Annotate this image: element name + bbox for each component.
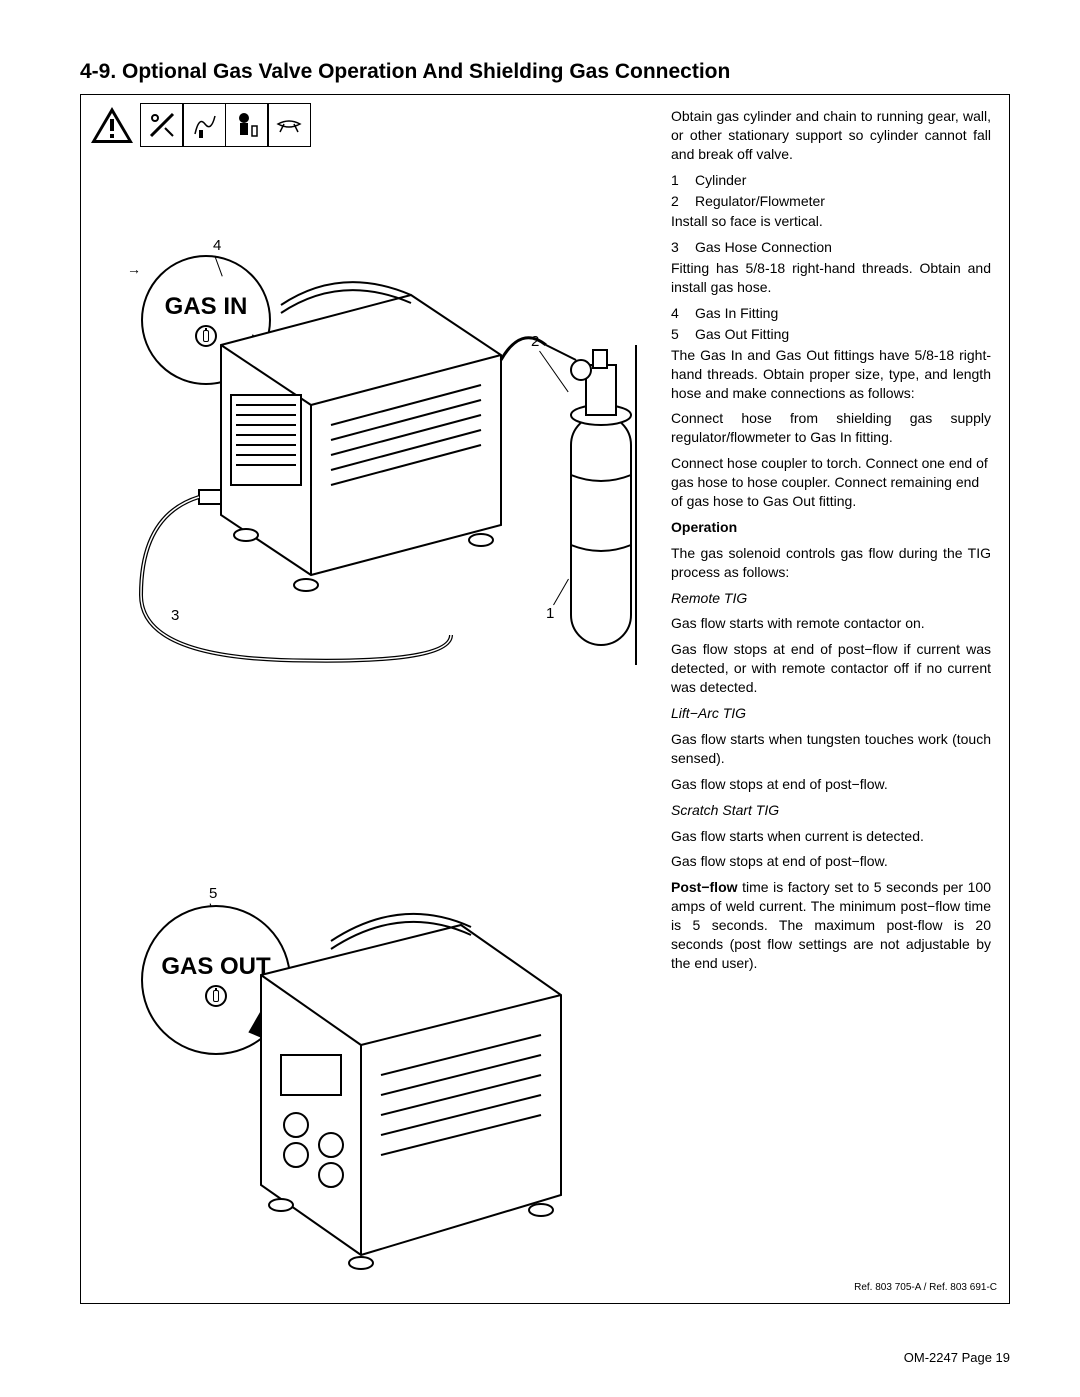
lift-1: Gas flow starts when tungsten touches wo…: [671, 730, 991, 768]
bottom-assembly-drawing: [81, 855, 661, 1285]
operation-heading: Operation: [671, 518, 991, 537]
gas-in-pointer: [236, 334, 316, 400]
scratch-2: Gas flow stops at end of post−flow.: [671, 852, 991, 871]
warning-triangle-icon: [89, 105, 135, 145]
postflow-text: Post−flow time is factory set to 5 secon…: [671, 878, 991, 972]
top-assembly-drawing: [81, 95, 661, 795]
remote-2: Gas flow stops at end of post−flow if cu…: [671, 640, 991, 697]
label-1: 1: [546, 605, 554, 622]
fitting-text: Fitting has 5/8-18 right-hand threads. O…: [671, 259, 991, 297]
label-2: 2: [531, 333, 539, 350]
hazard-icon-2: [182, 103, 226, 147]
gas-in-out-text: The Gas In and Gas Out fittings have 5/8…: [671, 346, 991, 403]
install-note: Install so face is vertical.: [671, 212, 991, 231]
remote-tig-heading: Remote TIG: [671, 589, 991, 608]
instruction-text-column: Obtain gas cylinder and chain to running…: [671, 107, 991, 980]
hazard-icon-3: [225, 103, 269, 147]
diagram-area: GAS IN → 4 2 1 3 5: [81, 95, 661, 1303]
page-footer: OM-2247 Page 19: [904, 1350, 1010, 1365]
label-3: 3: [171, 607, 179, 624]
reference-number: Ref. 803 705-A / Ref. 803 691-C: [854, 1282, 997, 1293]
gas-in-label: GAS IN: [165, 293, 248, 321]
scratch-heading: Scratch Start TIG: [671, 801, 991, 820]
scratch-1: Gas flow starts when current is detected…: [671, 827, 991, 846]
remote-1: Gas flow starts with remote contactor on…: [671, 614, 991, 633]
legend-item-5: 5Gas Out Fitting: [671, 325, 991, 344]
intro-text: Obtain gas cylinder and chain to running…: [671, 107, 991, 164]
legend-item-2: 2Regulator/Flowmeter: [671, 192, 991, 211]
legend-item-4: 4Gas In Fitting: [671, 304, 991, 323]
hazard-icon-1: [140, 103, 184, 147]
page-title: 4-9. Optional Gas Valve Operation And Sh…: [80, 60, 1010, 84]
connect-1: Connect hose from shielding gas supply r…: [671, 409, 991, 447]
warning-icon-row: [89, 103, 311, 147]
hazard-icon-4: [267, 103, 311, 147]
lift-arc-heading: Lift−Arc TIG: [671, 704, 991, 723]
content-frame: GAS IN → 4 2 1 3 5: [80, 94, 1010, 1304]
label-4: 4: [213, 237, 221, 254]
cylinder-icon: →: [195, 325, 217, 347]
operation-body: The gas solenoid controls gas flow durin…: [671, 544, 991, 582]
legend-item-1: 1Cylinder: [671, 171, 991, 190]
lift-2: Gas flow stops at end of post−flow.: [671, 775, 991, 794]
legend-item-3: 3Gas Hose Connection: [671, 238, 991, 257]
connect-2: Connect hose coupler to torch. Connect o…: [671, 454, 991, 511]
